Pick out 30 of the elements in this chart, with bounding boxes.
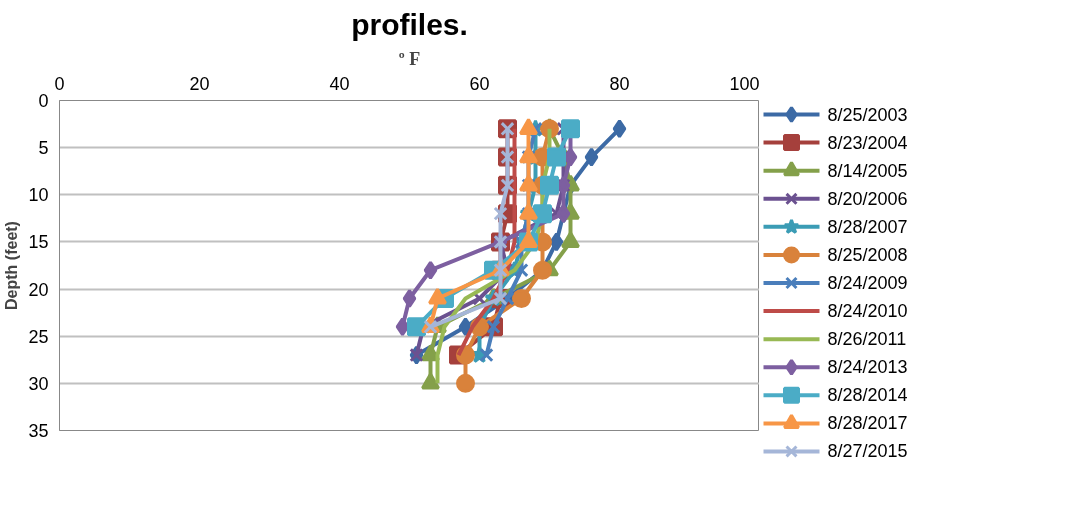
legend-label: 8/14/2005 <box>827 160 908 181</box>
y-tick-label: 30 <box>28 373 49 394</box>
legend-label: 8/25/2003 <box>827 104 908 125</box>
legend-label: 8/26/2011 <box>827 329 907 350</box>
legend-label: 8/24/2009 <box>827 273 908 293</box>
x-tick-label: 100 <box>729 73 760 94</box>
y-tick-label: 10 <box>28 185 49 206</box>
y-tick-label: 35 <box>28 421 49 441</box>
x-tick-label: 40 <box>329 73 350 94</box>
legend-label: 8/23/2004 <box>827 132 908 153</box>
legend-label: 8/28/2007 <box>827 216 908 237</box>
y-tick-label: 20 <box>28 279 49 300</box>
chart-title: profiles. <box>351 7 468 41</box>
y-tick-label: 0 <box>38 91 49 111</box>
legend-label: 8/24/2013 <box>827 357 908 378</box>
y-axis-title: Depth (feet) <box>3 221 21 310</box>
y-tick-label: 15 <box>28 232 49 253</box>
x-tick-label: 60 <box>469 73 490 94</box>
legend-label: 8/24/2010 <box>827 301 908 322</box>
x-tick-label: 0 <box>54 73 65 94</box>
legend-label: 8/27/2015 <box>827 441 908 462</box>
legend-label: 8/20/2006 <box>827 188 908 209</box>
legend-label: 8/28/2017 <box>827 413 908 434</box>
legend-label: 8/28/2014 <box>827 385 908 406</box>
y-tick-label: 5 <box>38 138 49 159</box>
legend-label: 8/25/2008 <box>827 244 908 265</box>
x-axis-title: º F <box>398 48 421 69</box>
x-tick-label: 80 <box>609 73 630 94</box>
y-tick-label: 25 <box>28 326 49 347</box>
x-tick-label: 20 <box>189 73 210 94</box>
